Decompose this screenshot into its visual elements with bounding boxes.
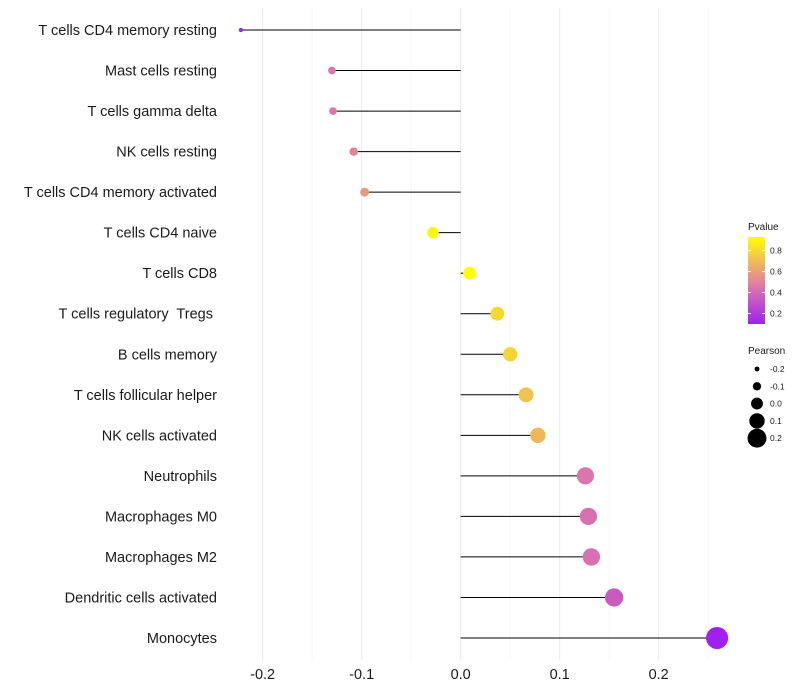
pvalue-legend: Pvalue 0.2 0.4 0.6 0.8 [748, 222, 782, 324]
pvalue-legend-title: Pvalue [748, 222, 779, 233]
category-label: Mast cells resting [105, 64, 217, 80]
x-tick-label: 0.0 [451, 667, 471, 683]
category-label: Dendritic cells activated [65, 590, 217, 606]
category-label: Neutrophils [144, 469, 217, 485]
pvalue-legend-tick: 0.8 [770, 246, 782, 256]
stems [240, 29, 718, 639]
pearson-legend-dot [752, 382, 762, 391]
data-point [530, 427, 546, 444]
pearson-legend-dot [754, 366, 760, 372]
data-point [329, 107, 337, 115]
data-point [238, 27, 244, 33]
data-point [579, 507, 598, 526]
category-label: T cells CD4 naive [104, 226, 217, 242]
category-label: NK cells activated [102, 428, 217, 444]
x-tick-label: -0.2 [250, 667, 275, 683]
points [238, 27, 729, 650]
grid [262, 8, 709, 660]
category-label: T cells follicular helper [74, 388, 217, 404]
category-label: NK cells resting [116, 145, 217, 161]
data-point [427, 226, 439, 239]
category-label: T cells CD8 [142, 266, 217, 282]
data-point [518, 387, 534, 403]
x-axis-ticks: -0.2 -0.1 0.0 0.1 0.2 [250, 667, 669, 683]
category-label: T cells regulatory Tregs [59, 307, 218, 323]
data-point [490, 306, 505, 321]
pearson-legend-tick: -0.2 [770, 364, 785, 374]
data-point [360, 187, 370, 197]
pvalue-colorbar [748, 237, 765, 324]
pearson-legend-dot [747, 428, 767, 448]
data-point [706, 626, 729, 650]
category-label: Macrophages M2 [105, 550, 217, 566]
data-point [502, 347, 518, 362]
data-point [576, 467, 595, 485]
pvalue-legend-tick: 0.2 [770, 309, 782, 319]
x-tick-label: -0.1 [349, 667, 374, 683]
pearson-legend-tick: -0.1 [770, 381, 785, 391]
data-point [349, 147, 358, 156]
pearson-legend-tick: 0.1 [770, 416, 782, 426]
category-label: Macrophages M0 [105, 509, 217, 525]
pearson-legend-dot [749, 413, 765, 429]
data-point [463, 266, 477, 280]
x-tick-label: 0.1 [550, 667, 570, 683]
category-label: T cells CD4 memory resting [38, 23, 217, 39]
category-label: T cells CD4 memory activated [24, 185, 217, 201]
category-label: T cells gamma delta [88, 104, 218, 120]
pearson-legend-dot [751, 397, 763, 410]
data-point [605, 588, 624, 607]
pearson-legend-title: Pearson [748, 346, 785, 357]
x-tick-label: 0.2 [649, 667, 669, 683]
pearson-legend: Pearson -0.2 -0.1 0.0 0.1 0.2 [747, 346, 785, 448]
category-labels: T cells CD4 memory resting Mast cells res… [24, 23, 218, 647]
data-point [328, 66, 336, 75]
category-label: B cells memory [118, 347, 218, 363]
pvalue-legend-tick: 0.4 [770, 288, 782, 298]
pearson-legend-tick: 0.0 [770, 399, 782, 409]
data-point [582, 548, 601, 566]
pvalue-legend-tick: 0.6 [770, 267, 782, 277]
pearson-legend-tick: 0.2 [770, 433, 782, 443]
category-label: Monocytes [147, 631, 217, 647]
